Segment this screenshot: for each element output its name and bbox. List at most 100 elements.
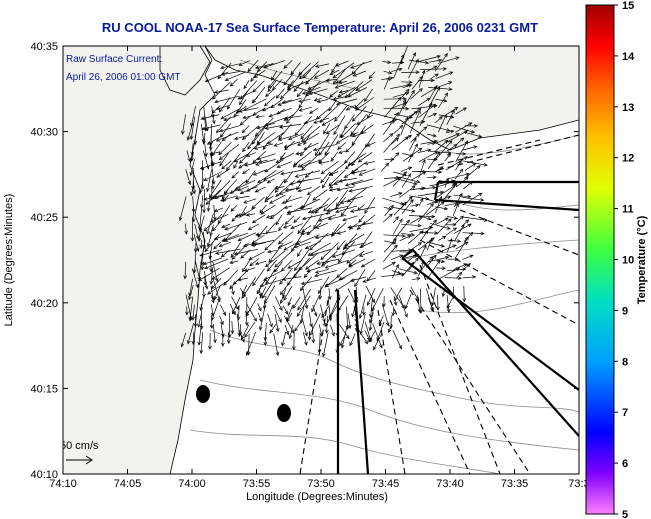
current-vector-head: [335, 140, 341, 144]
current-vector: [351, 125, 366, 146]
current-vector: [358, 168, 376, 176]
current-vector: [280, 152, 286, 160]
current-vector: [446, 227, 457, 236]
current-vector-head: [220, 320, 224, 326]
current-vector: [402, 84, 412, 89]
current-vector: [419, 187, 436, 190]
current-vector-head: [233, 251, 238, 256]
current-vector: [392, 171, 407, 187]
current-vector: [318, 214, 337, 222]
current-vector: [383, 107, 409, 110]
current-vector: [454, 236, 469, 259]
current-vector: [427, 113, 437, 118]
current-vector-head: [199, 325, 204, 330]
current-vector-head: [247, 68, 252, 73]
current-vector-head: [432, 254, 437, 259]
current-vector: [234, 152, 250, 163]
current-vector-head: [358, 172, 363, 176]
current-vector-head: [344, 159, 348, 164]
current-vector: [251, 196, 265, 209]
current-vector: [203, 106, 207, 131]
current-vector: [267, 178, 275, 184]
current-vector-head: [418, 147, 423, 152]
current-vector-head: [358, 314, 363, 319]
current-vector: [319, 285, 322, 300]
current-vector-head: [239, 121, 244, 126]
current-vector-head: [340, 212, 345, 217]
current-vector: [323, 123, 331, 134]
current-vector: [300, 276, 312, 291]
current-vector-head: [242, 115, 247, 120]
current-vector: [220, 63, 240, 69]
current-vector: [358, 152, 373, 163]
current-vector-head: [269, 215, 275, 220]
current-vector-head: [314, 152, 319, 157]
current-vector-head: [200, 116, 205, 121]
current-vector-head: [350, 131, 355, 136]
current-vector: [298, 252, 319, 271]
current-vector-head: [266, 179, 271, 184]
current-vector: [249, 258, 260, 266]
current-vector: [209, 224, 214, 236]
current-vector-head: [198, 277, 203, 282]
current-vector: [401, 81, 412, 83]
current-vector-head: [253, 146, 258, 150]
current-vector: [255, 115, 265, 118]
current-vector: [399, 185, 416, 198]
current-vector-head: [324, 283, 330, 287]
current-vector: [389, 192, 403, 198]
current-vector-head: [251, 205, 256, 210]
station-marker-1: [196, 385, 210, 403]
current-vector-head: [226, 105, 231, 110]
current-vector: [401, 196, 413, 208]
current-vector-head: [241, 136, 247, 141]
current-vector-head: [298, 75, 304, 80]
current-vector-head: [389, 325, 393, 330]
current-vector: [253, 169, 266, 176]
current-vector: [275, 214, 283, 226]
current-vector-head: [284, 310, 289, 315]
current-vector-head: [338, 179, 343, 183]
current-vector-head: [263, 341, 268, 346]
current-vector-head: [300, 138, 306, 143]
current-vector: [240, 116, 250, 126]
current-vector: [252, 86, 266, 104]
current-vector-head: [267, 84, 272, 89]
current-vector: [321, 250, 338, 266]
current-vector: [455, 107, 467, 115]
current-vector: [463, 285, 465, 302]
current-vector-head: [195, 283, 199, 289]
current-vector: [411, 76, 423, 90]
current-vector-head: [187, 340, 191, 345]
current-vector-head: [331, 332, 335, 337]
current-vector: [267, 313, 273, 327]
current-vector-head: [389, 132, 394, 137]
current-vector-head: [248, 256, 253, 260]
current-vector: [408, 257, 419, 272]
current-vectors: [178, 46, 489, 358]
current-vector-head: [351, 313, 355, 318]
current-vector-head: [224, 77, 229, 81]
current-vector: [318, 332, 321, 353]
current-vector-head: [423, 126, 428, 131]
current-vector: [344, 151, 356, 164]
current-vector: [210, 267, 214, 285]
current-vector: [326, 205, 348, 212]
current-vector-head: [419, 197, 424, 202]
current-vector: [392, 264, 399, 279]
current-vector: [463, 232, 473, 242]
current-vector-head: [242, 243, 248, 248]
current-vector: [203, 188, 206, 213]
current-vector: [437, 244, 457, 254]
current-vector-head: [430, 203, 434, 208]
current-vector: [309, 313, 321, 336]
current-vector: [400, 46, 408, 65]
current-vector-head: [287, 136, 293, 141]
current-vector-head: [403, 98, 407, 104]
current-vector-head: [455, 202, 459, 208]
current-vector: [320, 304, 326, 323]
current-vector-head: [252, 111, 257, 116]
current-vector: [410, 204, 419, 207]
current-vector-head: [314, 225, 320, 229]
current-vector-head: [394, 137, 400, 142]
